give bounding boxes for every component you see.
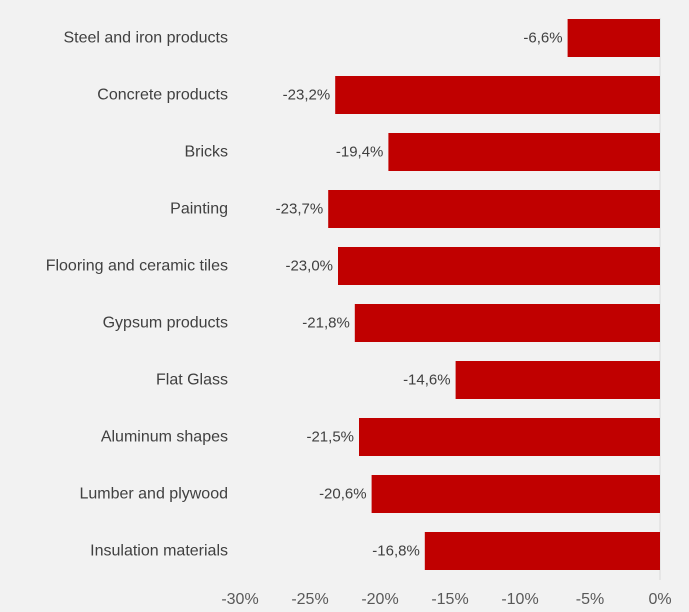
bars-layer [328, 19, 660, 570]
bar [388, 133, 660, 171]
category-label: Flat Glass [156, 372, 228, 389]
x-tick-label: -10% [501, 591, 538, 608]
bar [328, 190, 660, 228]
bar [371, 475, 660, 513]
category-label: Lumber and plywood [79, 486, 228, 503]
labels-layer: Steel and iron products -6,6% Concrete pro… [46, 30, 563, 560]
data-label: -21,5% [306, 429, 354, 446]
category-label: Bricks [184, 144, 228, 161]
x-tick-label: -30% [221, 591, 258, 608]
bar [567, 19, 660, 57]
data-label: -20,6% [319, 486, 367, 503]
x-tick-label: -25% [291, 591, 328, 608]
category-label: Aluminum shapes [101, 429, 228, 446]
category-label: Insulation materials [90, 543, 228, 560]
category-label: Painting [170, 201, 228, 218]
bar [424, 532, 660, 570]
data-label: -16,8% [372, 543, 420, 560]
category-label: Gypsum products [103, 315, 228, 332]
x-tick-label: -15% [431, 591, 468, 608]
x-tick-label: -5% [576, 591, 604, 608]
bar [455, 361, 660, 399]
category-label: Concrete products [97, 87, 228, 104]
data-label: -23,2% [283, 87, 331, 104]
data-label: -14,6% [403, 372, 451, 389]
data-label: -21,8% [302, 315, 350, 332]
x-axis-ticks: -30% -25% -20% -15% -10% -5% 0% [221, 591, 671, 608]
category-label: Steel and iron products [63, 30, 228, 47]
data-label: -23,0% [285, 258, 333, 275]
data-label: -23,7% [276, 201, 324, 218]
x-tick-label: -20% [361, 591, 398, 608]
category-label: Flooring and ceramic tiles [46, 258, 228, 275]
bar [354, 304, 660, 342]
bar [359, 418, 660, 456]
bar [335, 76, 660, 114]
data-label: -6,6% [523, 30, 562, 47]
data-label: -19,4% [336, 144, 384, 161]
x-tick-label: 0% [648, 591, 671, 608]
bar [338, 247, 660, 285]
